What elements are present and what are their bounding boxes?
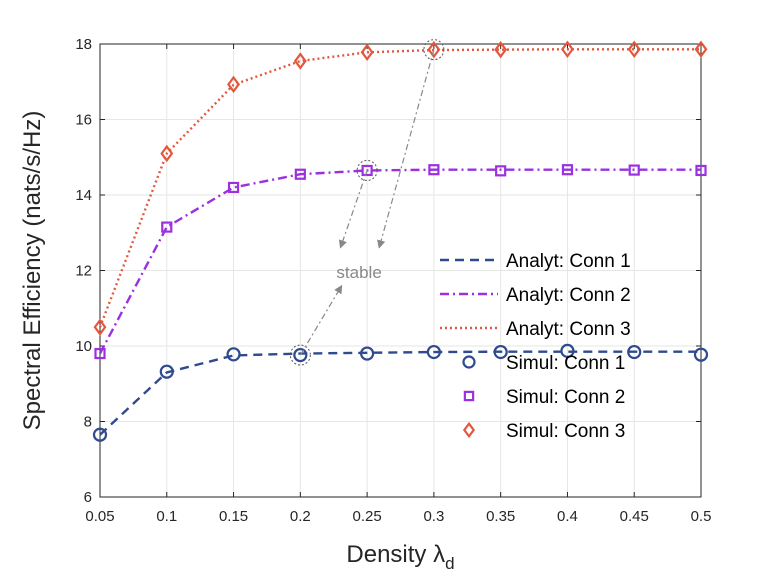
- series-line: [99, 350, 701, 436]
- series-line: [98, 168, 701, 355]
- x-tick-label: 0.5: [691, 508, 712, 525]
- data-point: [94, 347, 106, 360]
- legend-label: Simul: Conn 3: [506, 421, 625, 442]
- data-point: [294, 168, 306, 180]
- legend-label: Simul: Conn 1: [506, 353, 625, 374]
- legend-item: Simul: Conn 1: [462, 353, 625, 374]
- data-point: [293, 347, 308, 363]
- y-tick-label: 16: [75, 112, 92, 129]
- data-point: [159, 364, 174, 379]
- y-tick-label: 6: [84, 489, 92, 506]
- y-tick-label: 8: [84, 414, 92, 431]
- y-axis-title: Spectral Efficiency (nats/s/Hz): [19, 111, 46, 431]
- x-tick-label: 0.35: [486, 508, 515, 525]
- series-analyt-conn-1: [99, 350, 701, 436]
- data-point: [93, 318, 107, 336]
- annotation-arrow: [338, 170, 368, 249]
- legend-item: Simul: Conn 2: [463, 387, 625, 408]
- annotation-circle: [289, 344, 311, 366]
- data-point: [227, 75, 241, 94]
- data-point: [495, 165, 507, 177]
- data-point: [627, 40, 641, 59]
- legend-item: Analyt: Conn 2: [440, 285, 631, 306]
- data-point: [427, 40, 441, 59]
- legend-marker: [462, 421, 476, 439]
- annotation-circle: [423, 39, 445, 61]
- annotation-arrow: [299, 284, 343, 356]
- data-point: [160, 144, 174, 163]
- y-tick-label: 18: [75, 36, 92, 53]
- data-point: [561, 164, 574, 176]
- legend-label: Analyt: Conn 3: [506, 319, 631, 340]
- series-simul-conn-2: [94, 164, 707, 360]
- legend-label: Simul: Conn 2: [506, 387, 625, 408]
- data-point: [426, 344, 441, 360]
- x-axis-title: Density λd: [346, 541, 454, 573]
- data-point: [92, 427, 108, 442]
- data-point: [428, 164, 440, 176]
- data-point: [161, 221, 173, 233]
- annotation-label: stable: [336, 263, 381, 282]
- x-axis-title-symbol: λ: [433, 541, 445, 568]
- data-point: [560, 343, 575, 359]
- x-tick-label: 0.1: [156, 508, 177, 525]
- legend-label: Analyt: Conn 2: [506, 285, 631, 306]
- x-axis-title-main: Density: [346, 541, 433, 568]
- annotation-circle: [356, 159, 378, 181]
- y-tick-label: 14: [75, 187, 92, 204]
- x-tick-label: 0.45: [620, 508, 649, 525]
- data-point: [293, 52, 307, 70]
- legend-marker: [463, 390, 475, 402]
- data-point: [227, 181, 240, 194]
- axis-ticks: 0.05 0.1 0.15 0.2 0.25 0.3 0.35 0.4 0.45 0.5 6 8 10 1…: [75, 36, 711, 525]
- data-point: [695, 164, 707, 177]
- data-point: [361, 164, 373, 177]
- series-group: [92, 40, 709, 442]
- data-point: [693, 347, 709, 362]
- legend-item: Simul: Conn 3: [462, 421, 625, 442]
- x-tick-label: 0.25: [353, 508, 382, 525]
- stable-annotation: stable: [289, 39, 445, 366]
- x-tick-label: 0.4: [557, 508, 578, 525]
- x-tick-label: 0.3: [423, 508, 444, 525]
- x-axis-title-subscript: d: [445, 554, 454, 573]
- y-tick-label: 12: [75, 263, 92, 280]
- data-point: [628, 164, 640, 176]
- data-point: [360, 43, 374, 62]
- legend-label: Analyt: Conn 1: [506, 251, 631, 272]
- data-point: [493, 344, 508, 360]
- data-point: [494, 40, 508, 59]
- series-simul-conn-1: [92, 343, 709, 442]
- data-point: [560, 40, 574, 59]
- data-point: [627, 344, 642, 360]
- legend-marker: [462, 355, 476, 369]
- data-point: [360, 346, 375, 361]
- legend: Analyt: Conn 1 Analyt: Conn 2 Analyt: Conn…: [440, 251, 631, 442]
- x-tick-label: 0.05: [85, 508, 114, 525]
- series-simul-conn-3: [93, 40, 708, 336]
- x-tick-label: 0.15: [219, 508, 248, 525]
- x-tick-label: 0.2: [290, 508, 311, 525]
- data-point: [694, 40, 708, 59]
- annotation-arrow: [377, 49, 435, 249]
- y-tick-label: 10: [75, 338, 92, 355]
- series-analyt-conn-2: [98, 168, 701, 355]
- legend-item: Analyt: Conn 1: [440, 251, 631, 272]
- data-point: [226, 347, 241, 362]
- legend-item: Analyt: Conn 3: [440, 319, 631, 340]
